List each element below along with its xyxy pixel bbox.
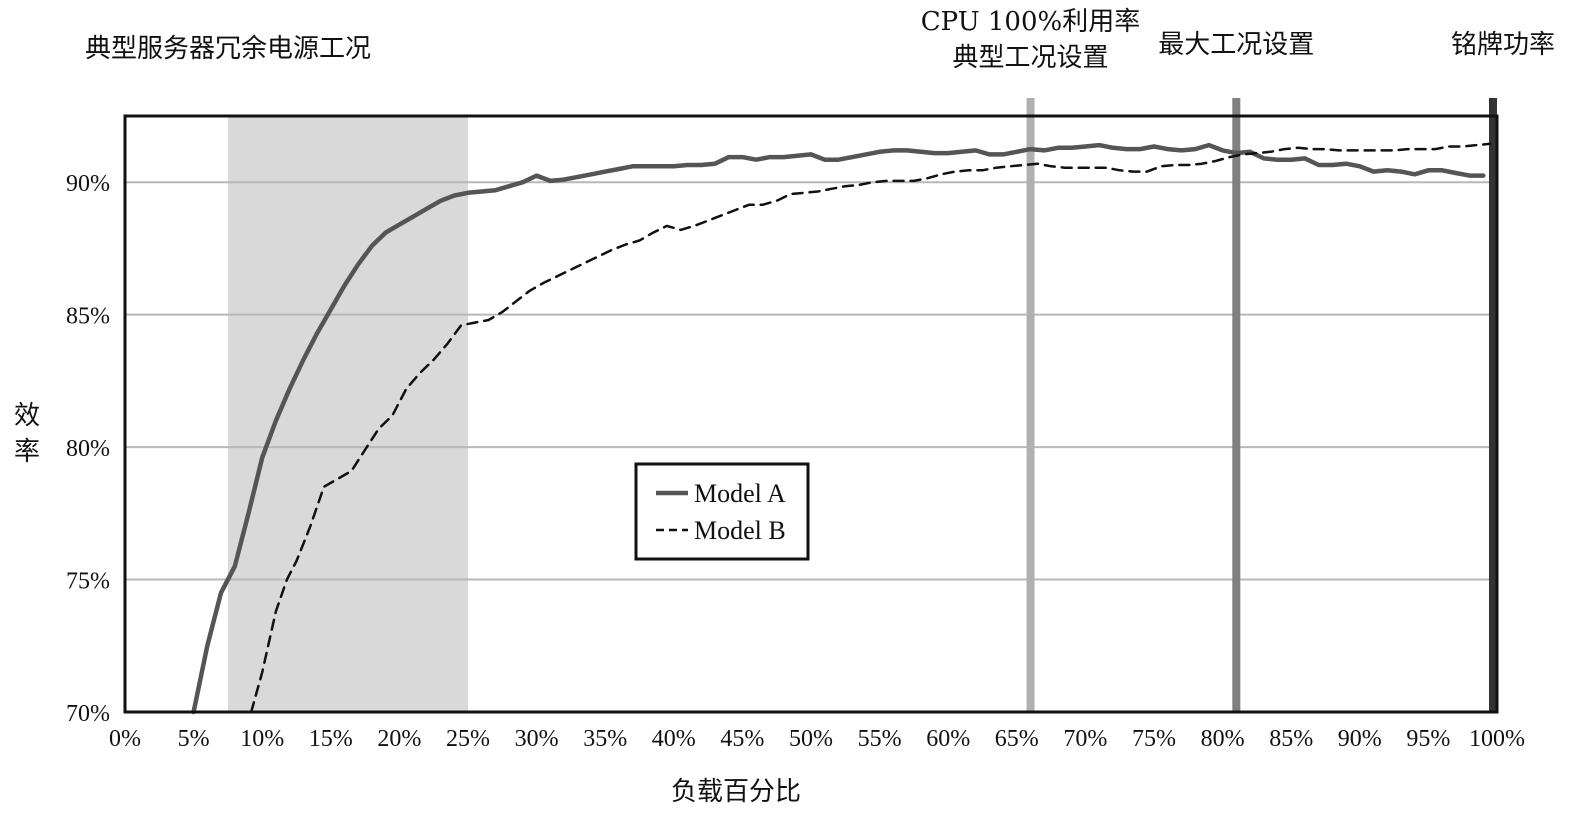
- y-tick-label: 85%: [66, 304, 110, 330]
- x-tick-label: 85%: [1269, 726, 1313, 752]
- y-axis-title: 效率: [14, 401, 40, 467]
- x-tick-label: 50%: [789, 726, 833, 752]
- marker-label-0-1: 典型工况设置: [953, 43, 1109, 73]
- legend-label-model-a: Model A: [694, 479, 786, 508]
- x-tick-label: 80%: [1201, 726, 1245, 752]
- x-tick-label: 25%: [446, 726, 490, 752]
- marker-label-2-0: 铭牌功率: [1451, 30, 1555, 60]
- x-tick-label: 35%: [583, 726, 627, 752]
- markers-layer: [1026, 98, 1497, 712]
- axis-layer: 0% 5% 10% 15% 20% 25% 30% 35% 40% 45% 50% 55% 60% 65%…: [66, 171, 1525, 752]
- x-tick-label: 40%: [652, 726, 696, 752]
- y-tick-label: 90%: [66, 171, 110, 197]
- marker-label-0-0: CPU 100%利用率: [921, 7, 1140, 37]
- y-tick-label: 80%: [66, 436, 110, 462]
- x-tick-label: 95%: [1406, 726, 1450, 752]
- x-axis-title: 负载百分比: [671, 777, 801, 807]
- legend: Model A Model B: [634, 462, 810, 561]
- x-tick-label: 15%: [309, 726, 353, 752]
- x-tick-label: 60%: [926, 726, 970, 752]
- x-tick-label: 65%: [995, 726, 1039, 752]
- x-tick-label: 20%: [377, 726, 421, 752]
- series-line-model-a: [191, 142, 1486, 715]
- grid-layer: [125, 181, 1497, 581]
- x-tick-label: 45%: [720, 726, 764, 752]
- y-tick-label: 70%: [66, 701, 110, 727]
- series-layer: [191, 142, 1492, 715]
- plot-frame: [123, 114, 1499, 714]
- marker-label-1-0: 最大工况设置: [1158, 30, 1314, 60]
- x-tick-label: 55%: [858, 726, 902, 752]
- region-label-0: 典型服务器冗余电源工况: [85, 34, 371, 64]
- series-line-model-b: [249, 142, 1492, 714]
- legend-box: [634, 462, 810, 561]
- x-tick-label: 10%: [240, 726, 284, 752]
- x-tick-label: 100%: [1469, 726, 1525, 752]
- x-tick-label: 0%: [109, 726, 141, 752]
- x-tick-label: 75%: [1132, 726, 1176, 752]
- shaded-region-0: [227, 116, 468, 712]
- x-tick-label: 90%: [1338, 726, 1382, 752]
- x-tick-label: 70%: [1063, 726, 1107, 752]
- x-tick-label: 5%: [178, 726, 210, 752]
- regions-layer: [227, 116, 468, 712]
- x-tick-label: 30%: [515, 726, 559, 752]
- legend-label-model-b: Model B: [694, 516, 786, 545]
- y-tick-label: 75%: [66, 569, 110, 595]
